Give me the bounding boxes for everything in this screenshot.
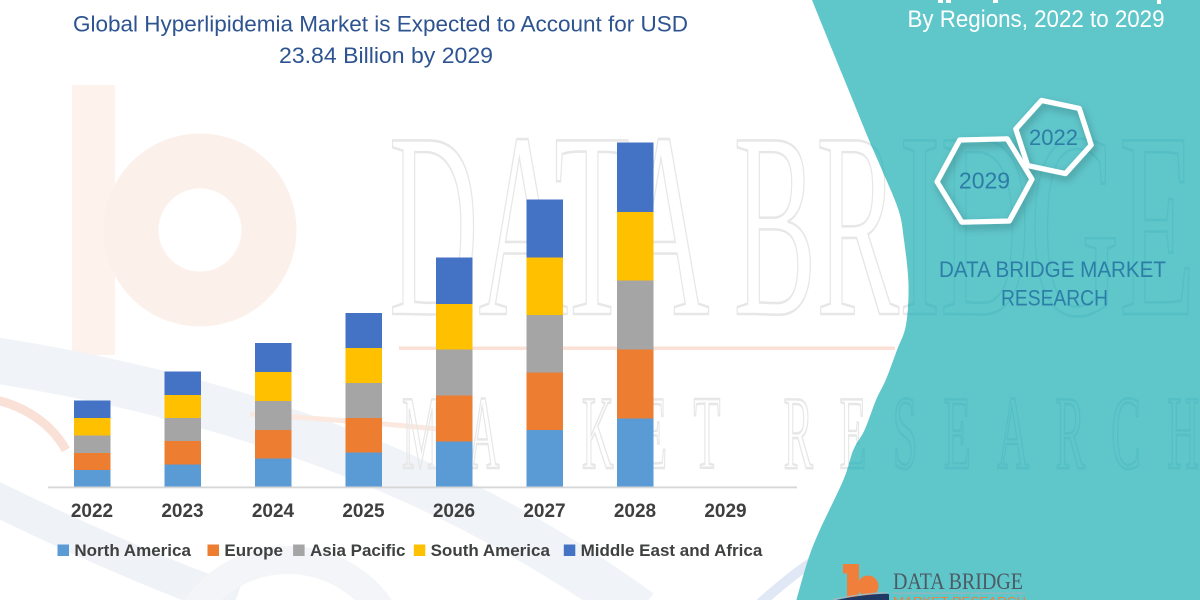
svg-text:2028: 2028 [614,501,656,522]
svg-text:South America: South America [431,541,551,560]
svg-text:Europe: Europe [224,541,283,560]
svg-text:DATA BRIDGE MARKET: DATA BRIDGE MARKET [939,257,1166,282]
svg-text:2022: 2022 [71,501,113,522]
svg-text:RESEARCH: RESEARCH [1001,286,1108,311]
svg-text:2025: 2025 [342,501,385,522]
svg-text:North America: North America [74,541,191,560]
svg-text:23.84 Billion by 2029: 23.84 Billion by 2029 [279,43,493,68]
svg-text:2022: 2022 [1029,125,1078,150]
svg-text:By Regions, 2022 to 2029: By Regions, 2022 to 2029 [908,6,1165,33]
svg-text:DATA BRIDGE: DATA BRIDGE [893,569,1023,594]
svg-text:2027: 2027 [523,501,565,522]
svg-text:2024: 2024 [252,501,295,522]
svg-text:2029: 2029 [959,168,1010,194]
svg-text:2026: 2026 [433,501,475,522]
svg-text:MARKET RESEARCH: MARKET RESEARCH [893,595,1026,600]
svg-text:2029: 2029 [704,501,746,522]
svg-text:Middle East and Africa: Middle East and Africa [581,541,763,560]
svg-text:2023: 2023 [161,501,203,522]
svg-text:Asia Pacific: Asia Pacific [310,541,405,560]
svg-text:Global Hyperlipidemia Market i: Global Hyperlipidemia Market is Expected… [73,12,688,37]
